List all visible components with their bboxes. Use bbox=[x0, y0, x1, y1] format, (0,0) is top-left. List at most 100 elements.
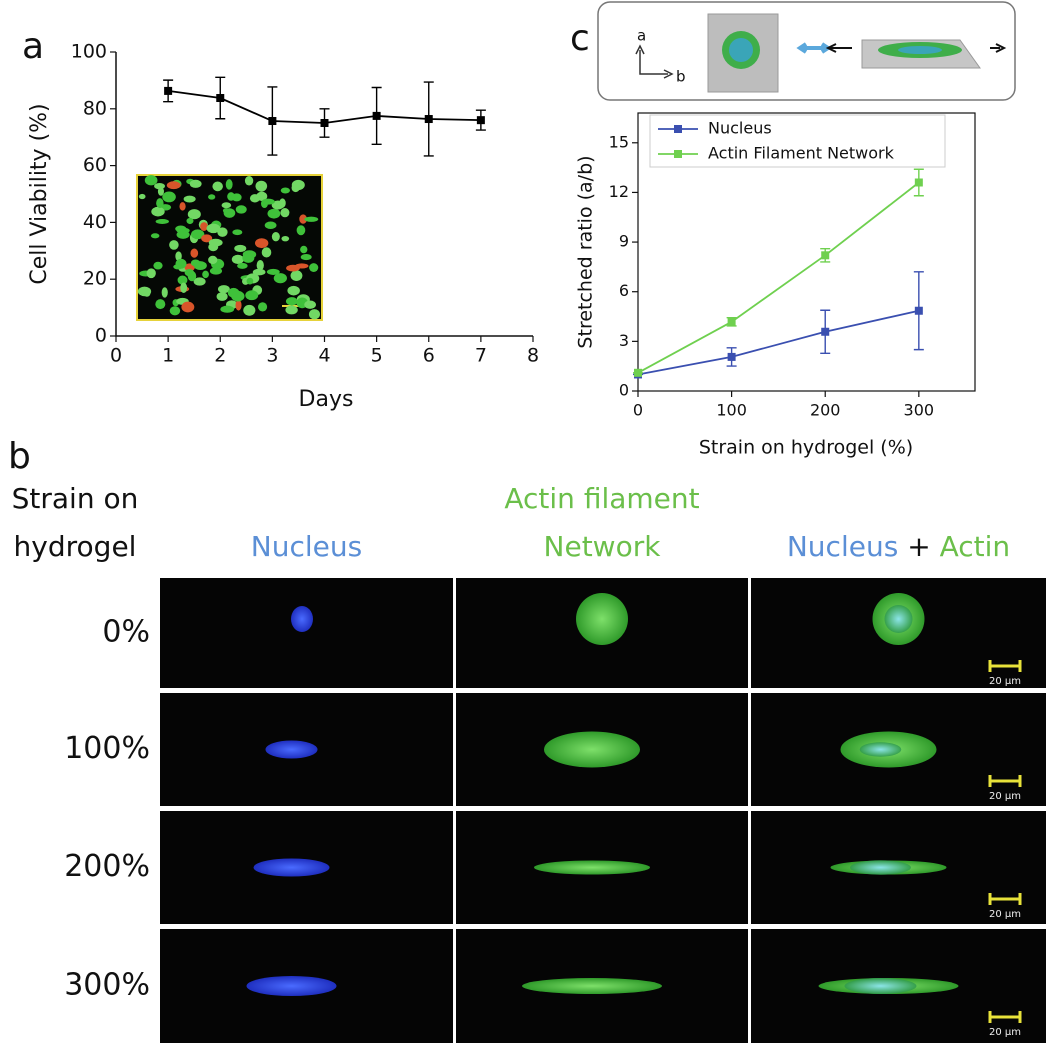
cell-dot bbox=[304, 216, 319, 222]
inset-image bbox=[136, 174, 323, 321]
x-tick-label: 4 bbox=[318, 345, 330, 367]
cell-dot bbox=[231, 193, 242, 202]
x-tick-label: 0 bbox=[110, 345, 122, 367]
axis-label-b: b bbox=[676, 68, 686, 86]
cell-dot bbox=[223, 208, 236, 218]
legend-frame bbox=[649, 114, 946, 168]
axis-arrows bbox=[639, 50, 668, 75]
cell-dot bbox=[221, 202, 232, 209]
y-tick-label: 80 bbox=[83, 97, 107, 119]
legend-label: Actin Filament Network bbox=[708, 144, 895, 163]
y-tick-label: 12 bbox=[609, 182, 629, 201]
cell-dot bbox=[281, 235, 290, 242]
y-tick-label: 0 bbox=[619, 381, 629, 400]
plot-frame bbox=[637, 112, 976, 392]
cell-dot bbox=[245, 290, 259, 301]
cell-dot bbox=[166, 181, 181, 190]
overlay-nucleus bbox=[859, 742, 902, 757]
cell-dot bbox=[220, 305, 235, 313]
scale-bar-label: 20 µm bbox=[989, 791, 1021, 802]
cell-dot bbox=[208, 238, 223, 247]
marker bbox=[372, 111, 381, 120]
cell-dot bbox=[190, 248, 199, 258]
marker bbox=[821, 327, 830, 336]
cell-dot bbox=[169, 306, 181, 316]
row-label: 100% bbox=[64, 731, 150, 766]
cell-dot bbox=[267, 208, 281, 219]
legend-marker bbox=[674, 125, 682, 133]
cell-dot bbox=[271, 231, 280, 242]
actin bbox=[534, 860, 650, 875]
panel-b: b Strain on hydrogel Nucleus Actin filament N… bbox=[8, 436, 1046, 1043]
y-axis-label: Stretched ratio (a/b) bbox=[575, 155, 597, 348]
cell-dot bbox=[309, 263, 319, 272]
cell-dot bbox=[176, 230, 190, 239]
cell-dot bbox=[189, 179, 202, 188]
nucleus bbox=[246, 976, 337, 996]
cell-dot bbox=[300, 253, 312, 261]
series-line bbox=[637, 309, 920, 376]
marker bbox=[216, 94, 225, 103]
column-header-part: Nucleus bbox=[251, 530, 362, 563]
y-tick-label: 40 bbox=[83, 211, 107, 233]
cell-dot bbox=[202, 270, 209, 279]
cell-dot bbox=[237, 262, 248, 269]
cell-dot bbox=[256, 191, 268, 201]
cell-dot bbox=[231, 254, 244, 265]
cell-dot bbox=[190, 259, 201, 267]
y-tick-label: 15 bbox=[609, 132, 629, 151]
cell-dot bbox=[138, 193, 146, 200]
cell-dot bbox=[201, 234, 213, 243]
cell-dot bbox=[208, 255, 218, 265]
column-header-part: Nucleus bbox=[787, 530, 898, 563]
marker bbox=[424, 115, 433, 124]
cell-dot bbox=[234, 244, 247, 252]
cell-dot bbox=[154, 182, 165, 190]
legend-label: Nucleus bbox=[708, 119, 772, 138]
x-axis-label: Strain on hydrogel (%) bbox=[699, 437, 913, 459]
cell-dot bbox=[304, 300, 316, 309]
cell-dot bbox=[266, 268, 280, 275]
cell-dot bbox=[232, 229, 243, 236]
axis-label-a: a bbox=[637, 27, 646, 45]
legend-marker bbox=[674, 150, 682, 158]
cell-dot bbox=[153, 261, 163, 270]
nucleus bbox=[729, 38, 753, 62]
schematic: a b bbox=[597, 1, 1016, 101]
micrograph bbox=[160, 578, 453, 688]
column-header-part: Actin filament bbox=[504, 482, 699, 515]
scale-bar-label: 20 µm bbox=[989, 1027, 1021, 1038]
cell-dot bbox=[150, 233, 160, 239]
cell-dot bbox=[235, 205, 247, 214]
cell-dot bbox=[137, 286, 152, 297]
x-tick-label: 1 bbox=[162, 345, 174, 367]
row-header: hydrogel bbox=[14, 530, 137, 563]
y-axis-label: Cell Viability (%) bbox=[27, 103, 52, 284]
column-header: Network bbox=[544, 530, 662, 563]
arrow-heads bbox=[635, 44, 674, 79]
column-header: Nucleus + Actin bbox=[787, 530, 1010, 563]
scale-bar bbox=[988, 893, 1022, 905]
cell-dot bbox=[296, 225, 306, 236]
nucleus bbox=[253, 858, 330, 877]
cell-dot bbox=[280, 208, 290, 218]
actin bbox=[544, 731, 640, 768]
cell-dot bbox=[187, 209, 201, 220]
x-tick-label: 3 bbox=[266, 345, 278, 367]
cell-dot bbox=[225, 179, 233, 190]
cell-dot bbox=[175, 251, 182, 262]
cell-dot bbox=[191, 229, 205, 240]
cell-dot bbox=[179, 202, 186, 211]
y-tick-label: 9 bbox=[619, 232, 629, 251]
x-axis-label: Days bbox=[299, 387, 354, 412]
marker bbox=[914, 178, 923, 187]
panel-label: b bbox=[8, 436, 31, 477]
column-header: Actin filament bbox=[504, 482, 699, 515]
cell-dot bbox=[144, 175, 158, 186]
y-tick-label: 60 bbox=[83, 154, 107, 176]
cell-dot bbox=[242, 253, 255, 263]
cell-dot bbox=[155, 219, 169, 225]
cell-dot bbox=[255, 180, 268, 192]
